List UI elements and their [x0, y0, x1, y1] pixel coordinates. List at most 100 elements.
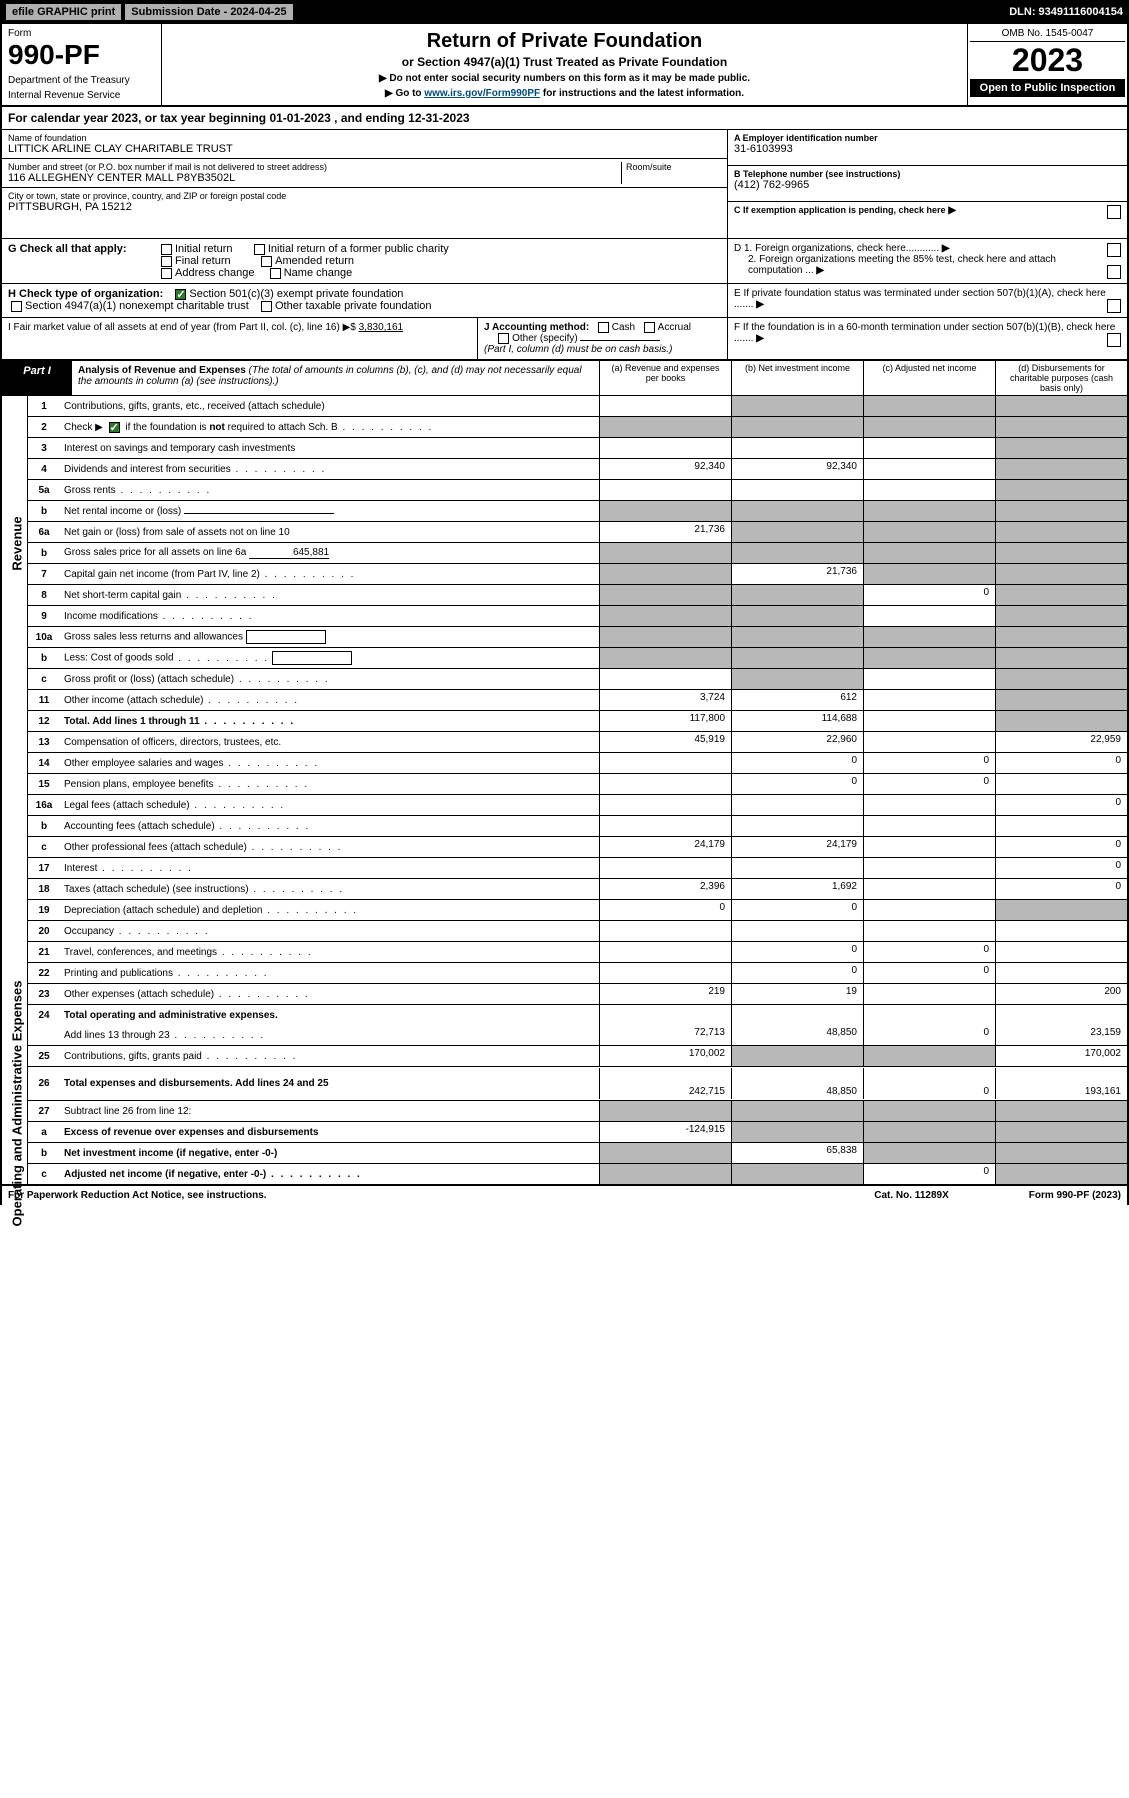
r24-b: 48,850: [731, 1025, 863, 1045]
r10a-desc: Gross sales less returns and allowances: [60, 628, 599, 646]
501c3-checkbox[interactable]: [175, 289, 186, 300]
cash-checkbox[interactable]: [598, 322, 609, 333]
r24b-desc: Add lines 13 through 23: [60, 1028, 599, 1043]
r12-b: 114,688: [731, 711, 863, 731]
dln: DLN: 93491116004154: [1009, 6, 1123, 18]
row-27a: aExcess of revenue over expenses and dis…: [28, 1122, 1127, 1143]
amended-checkbox[interactable]: [261, 256, 272, 267]
open-inspection: Open to Public Inspection: [970, 79, 1125, 97]
r5a-desc: Gross rents: [60, 483, 599, 498]
addr-change-checkbox[interactable]: [161, 268, 172, 279]
row-6a: 6aNet gain or (loss) from sale of assets…: [28, 522, 1127, 543]
form-subtitle: or Section 4947(a)(1) Trust Treated as P…: [170, 55, 959, 69]
r25-a: 170,002: [599, 1046, 731, 1066]
row-14: 14Other employee salaries and wages000: [28, 753, 1127, 774]
final-return-checkbox[interactable]: [161, 256, 172, 267]
r26-desc: Total expenses and disbursements. Add li…: [60, 1076, 599, 1091]
r4-a: 92,340: [599, 459, 731, 479]
d2-checkbox[interactable]: [1107, 265, 1121, 279]
r27b-b: 65,838: [731, 1143, 863, 1163]
header-left: Form 990-PF Department of the Treasury I…: [2, 24, 162, 105]
r23-b: 19: [731, 984, 863, 1004]
top-bar: efile GRAPHIC print Submission Date - 20…: [0, 0, 1129, 24]
r27c-c: 0: [863, 1164, 995, 1184]
omb-number: OMB No. 1545-0047: [970, 26, 1125, 42]
r7-b: 21,736: [731, 564, 863, 584]
submission-date: Submission Date - 2024-04-25: [125, 4, 292, 20]
room-label: Room/suite: [626, 162, 721, 172]
accrual-label: Accrual: [658, 322, 691, 333]
r13-b: 22,960: [731, 732, 863, 752]
f-label: F If the foundation is in a 60-month ter…: [734, 322, 1115, 344]
initial-former: Initial return of a former public charit…: [268, 243, 449, 255]
row-10c: cGross profit or (loss) (attach schedule…: [28, 669, 1127, 690]
header-right: OMB No. 1545-0047 2023 Open to Public In…: [967, 24, 1127, 105]
r18-d: 0: [995, 879, 1127, 899]
name-label: Name of foundation: [8, 133, 721, 143]
row-27c: cAdjusted net income (if negative, enter…: [28, 1164, 1127, 1184]
row-13: 13Compensation of officers, directors, t…: [28, 732, 1127, 753]
ein-cell: A Employer identification number 31-6103…: [728, 130, 1127, 166]
r16c-a: 24,179: [599, 837, 731, 857]
c-label: C If exemption application is pending, c…: [734, 205, 946, 215]
r26-c: 0: [863, 1068, 995, 1099]
row-22: 22Printing and publications00: [28, 963, 1127, 984]
r12-a: 117,800: [599, 711, 731, 731]
r24-a: 72,713: [599, 1025, 731, 1045]
row-24-label: 24Total operating and administrative exp…: [28, 1005, 1127, 1025]
h-label: H Check type of organization:: [8, 288, 163, 300]
schb-checkbox[interactable]: [109, 422, 120, 433]
arrow-icon: ▶: [756, 333, 764, 344]
r26-a: 242,715: [599, 1068, 731, 1099]
row-11: 11Other income (attach schedule)3,724612: [28, 690, 1127, 711]
row-10b: bLess: Cost of goods sold: [28, 648, 1127, 669]
row-19: 19Depreciation (attach schedule) and dep…: [28, 900, 1127, 921]
expenses-label: Operating and Administrative Expenses: [10, 949, 25, 1259]
footer-mid: Cat. No. 11289X: [874, 1190, 948, 1201]
r10c-desc: Gross profit or (loss) (attach schedule): [60, 672, 599, 687]
identification-block: Name of foundation LITTICK ARLINE CLAY C…: [0, 130, 1129, 239]
other-taxable-checkbox[interactable]: [261, 301, 272, 312]
initial-return-checkbox[interactable]: [161, 244, 172, 255]
r24-desc: Total operating and administrative expen…: [60, 1008, 599, 1023]
r27a-desc: Excess of revenue over expenses and disb…: [60, 1125, 599, 1140]
other-method-checkbox[interactable]: [498, 333, 509, 344]
form-header: Form 990-PF Department of the Treasury I…: [0, 24, 1129, 107]
r27c-desc: Adjusted net income (if negative, enter …: [60, 1167, 599, 1182]
f-checkbox[interactable]: [1107, 333, 1121, 347]
r26-b: 48,850: [731, 1068, 863, 1099]
r2-desc: Check ▶ if the foundation is not require…: [60, 420, 599, 435]
j-note: (Part I, column (d) must be on cash basi…: [484, 344, 672, 355]
col-d: (d) Disbursements for charitable purpose…: [995, 361, 1127, 395]
h-opt3: Other taxable private foundation: [275, 300, 432, 312]
r20-desc: Occupancy: [60, 924, 599, 939]
r11-desc: Other income (attach schedule): [60, 693, 599, 708]
4947-checkbox[interactable]: [11, 301, 22, 312]
r25-d: 170,002: [995, 1046, 1127, 1066]
r16c-d: 0: [995, 837, 1127, 857]
name-change-checkbox[interactable]: [270, 268, 281, 279]
row-6b: bGross sales price for all assets on lin…: [28, 543, 1127, 564]
d1-checkbox[interactable]: [1107, 243, 1121, 257]
r26-d: 193,161: [995, 1068, 1127, 1099]
r23-d: 200: [995, 984, 1127, 1004]
col-b: (b) Net investment income: [731, 361, 863, 395]
accrual-checkbox[interactable]: [644, 322, 655, 333]
id-left: Name of foundation LITTICK ARLINE CLAY C…: [2, 130, 727, 238]
initial-former-checkbox[interactable]: [254, 244, 265, 255]
r22-desc: Printing and publications: [60, 966, 599, 981]
r7-desc: Capital gain net income (from Part IV, l…: [60, 567, 599, 582]
efile-badge[interactable]: efile GRAPHIC print: [6, 4, 121, 20]
e-checkbox[interactable]: [1107, 299, 1121, 313]
ein: 31-6103993: [734, 143, 1121, 155]
c-checkbox[interactable]: [1107, 205, 1121, 219]
r10b-desc: Less: Cost of goods sold: [60, 649, 599, 667]
r16b-desc: Accounting fees (attach schedule): [60, 819, 599, 834]
r17-desc: Interest: [60, 861, 599, 876]
part1-columns: (a) Revenue and expenses per books (b) N…: [599, 361, 1127, 395]
instr-2: ▶ Go to www.irs.gov/Form990PF for instru…: [170, 88, 959, 99]
tel-label: B Telephone number (see instructions): [734, 169, 1121, 179]
irs-link[interactable]: www.irs.gov/Form990PF: [424, 88, 540, 99]
row-26: 26Total expenses and disbursements. Add …: [28, 1067, 1127, 1101]
r15-c: 0: [863, 774, 995, 794]
